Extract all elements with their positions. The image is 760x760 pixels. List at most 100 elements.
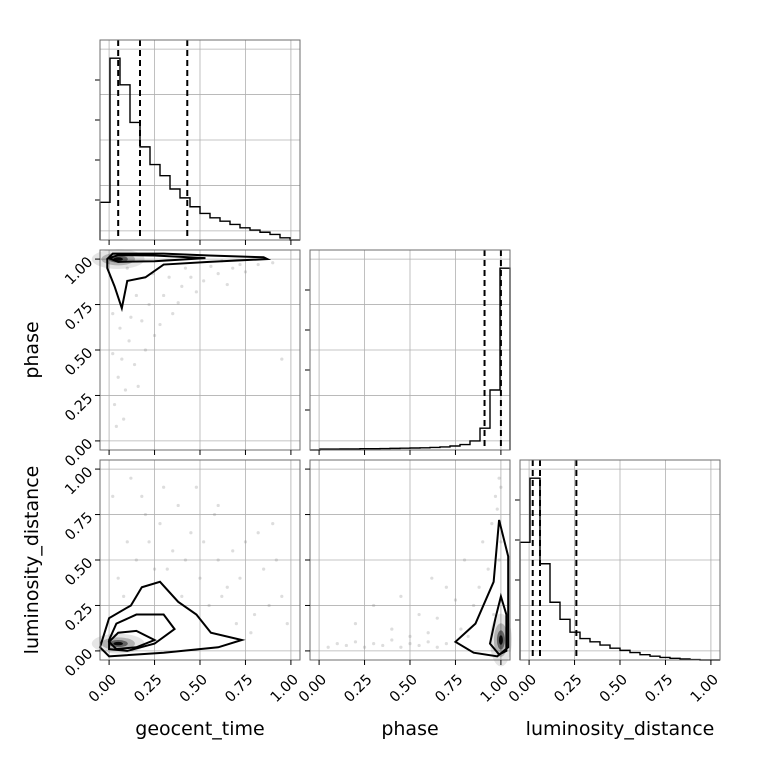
scatter-point: [274, 558, 278, 562]
scatter-point: [212, 512, 217, 517]
scatter-point: [231, 266, 235, 270]
scatter-point: [152, 567, 157, 571]
scatter-point: [111, 494, 115, 498]
scatter-point: [167, 275, 171, 279]
density-region: [113, 641, 123, 646]
scatter-point: [220, 594, 224, 598]
x-tick-label: 0.00: [506, 672, 540, 706]
scatter-point: [158, 322, 162, 327]
contour-line: [108, 613, 176, 652]
scatter-point: [112, 402, 117, 407]
scatter-point: [216, 272, 220, 276]
scatter-point: [127, 339, 131, 343]
scatter-point: [497, 476, 501, 480]
scatter-point: [231, 549, 235, 553]
scatter-point: [280, 357, 284, 361]
scatter-point: [372, 603, 376, 608]
y-tick-label: 0.50: [62, 555, 96, 589]
scatter-point: [132, 362, 137, 367]
scatter-point: [122, 594, 126, 598]
scatter-point: [243, 540, 248, 544]
x-tick-label: 0.50: [177, 672, 211, 706]
y-tick-label: 0.25: [62, 601, 96, 635]
scatter-point: [140, 319, 144, 323]
scatter-point: [477, 585, 481, 589]
scatter-point: [194, 290, 198, 294]
scatter-point: [430, 576, 434, 580]
scatter-point: [129, 315, 133, 319]
scatter-point: [408, 642, 412, 646]
y-axis-label-luminosity-distance: luminosity_distance: [21, 466, 43, 655]
scatter-point: [353, 640, 358, 644]
scatter-point: [390, 638, 394, 642]
scatter-point: [243, 270, 248, 274]
scatter-point: [435, 645, 439, 649]
scatter-point: [202, 279, 206, 283]
scatter-point: [252, 612, 257, 617]
y-tick-label: 0.25: [62, 391, 96, 425]
scatter-point: [111, 352, 115, 356]
scatter-point: [176, 301, 180, 305]
contour-line: [98, 580, 246, 658]
y-tick-label: 0.00: [62, 646, 96, 680]
x-tick-label: 0.25: [551, 672, 585, 706]
contour-line: [106, 252, 272, 313]
scatter-point: [408, 634, 412, 638]
scatter-point: [152, 333, 157, 338]
scatter-point: [189, 275, 193, 279]
panel-grid: [100, 460, 300, 660]
scatter-point: [481, 540, 485, 544]
scatter-point: [209, 264, 213, 268]
scatter-point: [493, 494, 498, 498]
scatter-point: [466, 634, 470, 638]
scatter-point: [202, 540, 206, 544]
x-tick-label: 0.00: [296, 672, 330, 706]
y-axis-label-phase: phase: [21, 321, 43, 378]
x-tick-label: 1.00: [268, 672, 302, 706]
scatter-point: [120, 357, 124, 361]
x-tick-label: 0.75: [432, 672, 466, 706]
scatter-point: [426, 640, 430, 644]
scatter-point: [180, 594, 184, 598]
scatter-point: [326, 645, 330, 649]
contour-line: [453, 519, 510, 658]
histogram-phase: [310, 267, 511, 451]
scatter-point: [176, 503, 180, 508]
scatter-point: [165, 567, 169, 571]
panel-grid: [520, 460, 720, 660]
scatter-point: [147, 302, 151, 307]
scatter-point: [180, 284, 184, 288]
x-tick-label: 0.75: [642, 672, 676, 706]
scatter-point: [216, 503, 220, 508]
panel-grid: [310, 250, 510, 450]
scatter-point: [225, 282, 229, 287]
scatter-point: [381, 643, 385, 648]
scatter-point: [125, 540, 129, 544]
scatter-point: [444, 642, 448, 646]
scatter-point: [362, 645, 367, 649]
x-tick-label: 0.25: [131, 672, 165, 706]
scatter-point: [140, 494, 144, 498]
scatter-point: [111, 312, 115, 316]
scatter-point: [143, 512, 148, 517]
x-tick-label: 0.75: [222, 672, 256, 706]
scatter-point: [122, 417, 126, 421]
scatter-point: [285, 622, 289, 626]
scatter-point: [271, 261, 275, 265]
x-tick-label: 0.50: [387, 672, 421, 706]
scatter-point: [490, 522, 494, 526]
scatter-point: [444, 585, 448, 589]
scatter-point: [123, 388, 128, 392]
scatter-point: [136, 384, 140, 388]
scatter-point: [129, 476, 133, 480]
scatter-point: [116, 375, 120, 379]
x-tick-label: 0.50: [597, 672, 631, 706]
y-tick-label: 0.75: [62, 300, 96, 334]
contour-line: [488, 592, 508, 656]
scatter-point: [390, 627, 394, 631]
scatter-point: [162, 485, 166, 489]
scatter-point: [399, 645, 403, 649]
scatter-point: [238, 262, 242, 267]
scatter-point: [497, 558, 501, 562]
